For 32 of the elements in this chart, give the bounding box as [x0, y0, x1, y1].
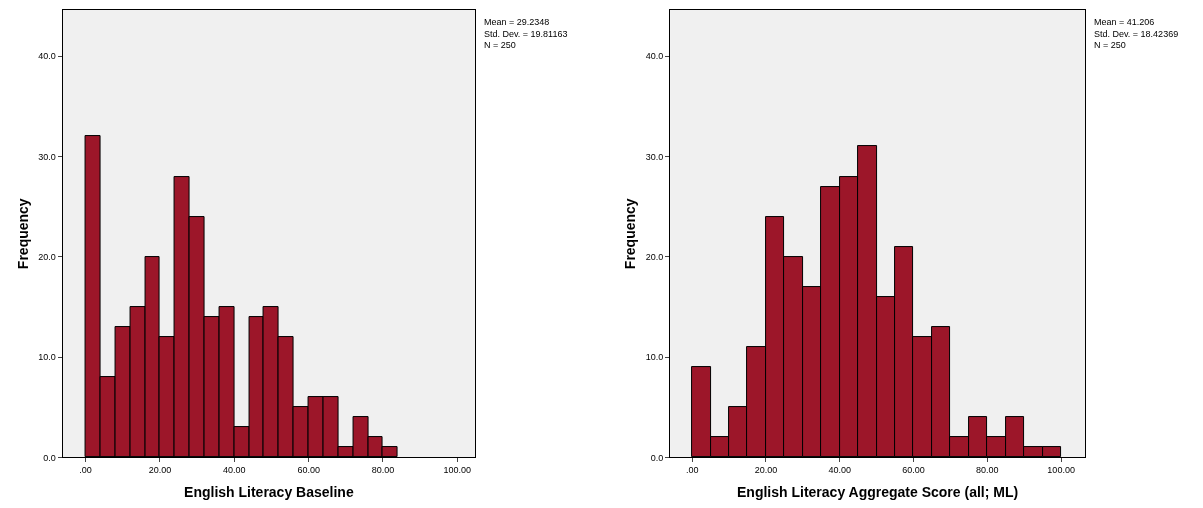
y-tick-label: 40.0: [645, 51, 664, 62]
y-tick-label: 30.0: [38, 151, 56, 162]
y-tick-label: 0.0: [43, 452, 56, 463]
x-tick-label: 60.00: [297, 465, 320, 476]
y-tick-label: 20.0: [645, 251, 664, 262]
x-tick-label: .00: [79, 465, 92, 476]
x-tick-label: .00: [685, 465, 699, 476]
text: Mean = 41.206: [1094, 17, 1155, 27]
text: Mean = 29.2348: [484, 17, 550, 27]
x-tick-label: 80.00: [371, 465, 395, 476]
y-axis-title: Frequency: [622, 198, 639, 270]
y-tick-label: 10.0: [645, 352, 664, 363]
x-tick-label: 40.00: [828, 465, 852, 476]
text: N = 250: [484, 40, 516, 51]
x-tick-label: 100.00: [1047, 465, 1075, 476]
text: Std. Dev. = 18.42369: [1094, 28, 1179, 39]
x-tick-label: 60.00: [902, 465, 925, 476]
y-axis-title: Frequency: [14, 198, 31, 270]
text: N = 250: [1094, 40, 1126, 51]
y-tick-label: 20.0: [38, 251, 56, 262]
x-tick-label: 80.00: [976, 465, 999, 476]
x-axis-title: English Literacy Aggregate Score (all; ML): [737, 483, 1019, 500]
x-tick-label: 20.00: [754, 465, 778, 476]
text: Std. Dev. = 19.81163: [484, 28, 568, 39]
y-tick-label: 0.0: [650, 452, 664, 463]
x-tick-label: 100.00: [443, 465, 472, 476]
x-axis-title: English Literacy Baseline: [184, 483, 354, 500]
x-tick-label: 20.00: [148, 465, 172, 476]
y-tick-label: 40.0: [38, 51, 56, 62]
x-tick-label: 40.00: [223, 465, 246, 476]
y-tick-label: 10.0: [38, 352, 56, 363]
y-tick-label: 30.0: [645, 151, 664, 162]
